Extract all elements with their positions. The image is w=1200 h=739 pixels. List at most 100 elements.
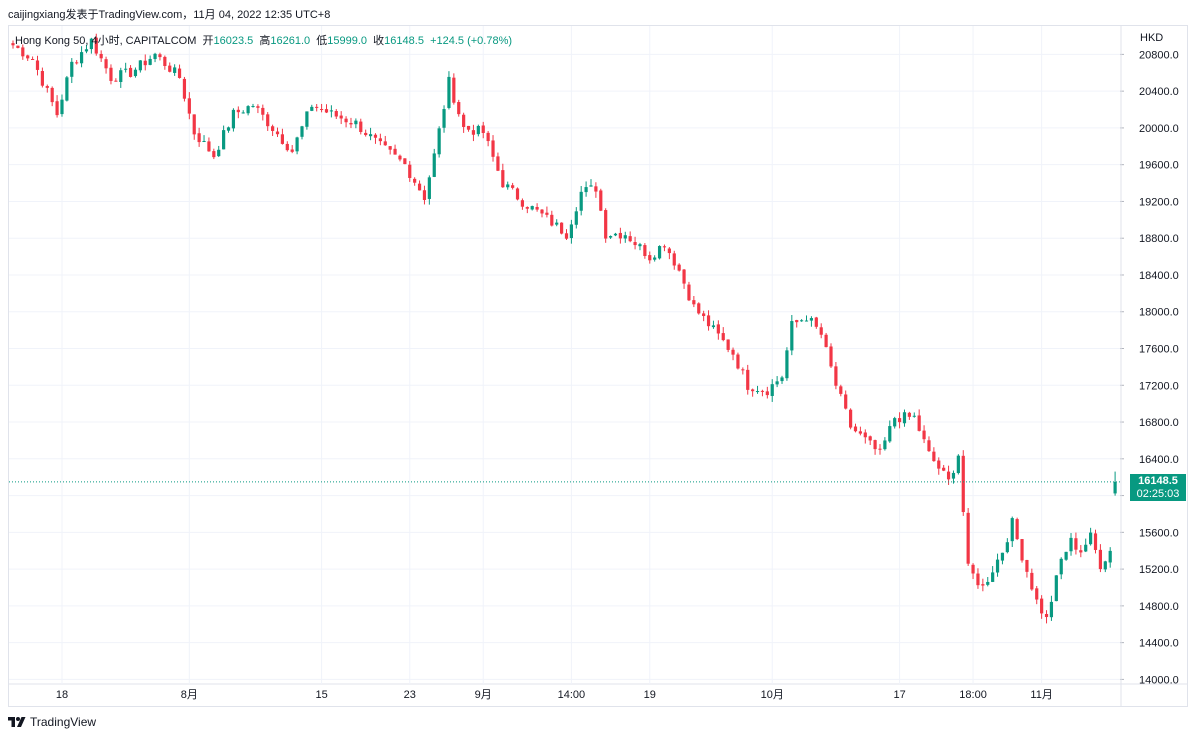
candle-body <box>662 246 667 248</box>
brand-name: TradingView <box>30 715 97 729</box>
candle-body <box>834 366 838 386</box>
y-tick-label: 15600.0 <box>1139 527 1179 539</box>
chart-frame[interactable] <box>8 25 1188 707</box>
candle-body <box>711 325 716 328</box>
candle-body <box>956 455 960 474</box>
candle-body <box>226 127 231 131</box>
open-value: 16023.5 <box>213 35 254 47</box>
candle-body <box>26 55 30 59</box>
candle-body <box>75 62 79 64</box>
candle-body <box>1000 552 1005 561</box>
candle-body <box>765 391 769 396</box>
candle-body <box>158 54 162 58</box>
candle-body <box>657 246 662 259</box>
last-price-value: 16148.5 <box>1138 474 1178 487</box>
y-tick-label: 18800.0 <box>1139 233 1179 245</box>
candle-body <box>300 126 304 137</box>
candle-body <box>873 440 877 450</box>
candle-body <box>1093 533 1098 550</box>
candle-body <box>883 440 887 450</box>
candle-body <box>1079 550 1083 553</box>
candle-body <box>1015 519 1019 540</box>
candle-body <box>393 148 397 155</box>
candle-body <box>486 132 490 142</box>
candle-body <box>991 572 995 582</box>
candle-body <box>94 37 98 54</box>
y-tick-label: 19600.0 <box>1139 160 1179 172</box>
candle-body <box>462 114 466 127</box>
candle-body <box>192 114 196 135</box>
close-label: 收 <box>373 35 385 47</box>
candle-body <box>579 191 583 211</box>
candle-body <box>1049 601 1054 618</box>
x-tick-label: 23 <box>404 689 416 701</box>
candle-body <box>280 134 285 144</box>
candle-body <box>682 269 686 284</box>
candle-body <box>45 86 49 88</box>
candle-body <box>202 140 206 142</box>
y-tick-label: 16800.0 <box>1139 417 1179 429</box>
candle-body <box>702 313 706 317</box>
candle-body <box>878 448 882 450</box>
candle-body <box>368 134 373 137</box>
candle-body <box>1059 558 1063 575</box>
candle-body <box>1108 550 1112 563</box>
candle-body <box>961 455 965 513</box>
candle-body <box>119 70 123 82</box>
y-tick-label: 16400.0 <box>1139 454 1179 466</box>
candle-body <box>359 121 363 132</box>
candle-body <box>197 133 201 143</box>
candle-body <box>594 186 598 192</box>
candle-body <box>222 130 226 150</box>
candle-body <box>995 559 1000 573</box>
tradingview-brand[interactable]: TradingView <box>8 715 96 729</box>
candle-body <box>1044 613 1049 618</box>
candle-body <box>608 236 613 238</box>
candle-body <box>408 164 412 178</box>
candle-body <box>1005 542 1009 553</box>
candle-body <box>11 43 15 46</box>
candle-body <box>21 47 25 57</box>
candle-body <box>16 45 20 48</box>
candle-body <box>89 38 93 50</box>
candle-body <box>1040 598 1044 614</box>
candle-body <box>746 369 750 390</box>
candle-body <box>932 451 936 462</box>
candle-body <box>511 185 515 188</box>
x-tick-label: 11月 <box>1030 689 1052 701</box>
candle-body <box>354 120 358 125</box>
x-tick-label: 9月 <box>475 689 492 701</box>
candle-body <box>550 214 554 226</box>
candle-body <box>476 125 480 135</box>
candle-body <box>589 185 593 187</box>
candle-body <box>844 394 848 409</box>
x-tick-label: 15 <box>315 689 327 701</box>
y-tick-label: 18000.0 <box>1139 307 1179 319</box>
candle-body <box>667 248 671 254</box>
candle-body <box>30 58 35 60</box>
candle-body <box>927 440 931 452</box>
candle-body <box>677 264 681 271</box>
candle-body <box>716 324 720 334</box>
candle-body <box>638 244 642 247</box>
candle-body <box>388 146 392 150</box>
candle-body <box>755 391 760 393</box>
x-tick-label: 19 <box>644 689 656 701</box>
candle-body <box>207 141 211 152</box>
candle-body <box>60 99 64 115</box>
y-tick-label: 20400.0 <box>1139 86 1179 98</box>
candle-body <box>829 346 833 367</box>
candle-body <box>804 320 809 322</box>
candle-body <box>79 52 84 64</box>
candle-body <box>271 126 275 131</box>
candle-body <box>70 61 74 77</box>
candle-body <box>1030 572 1034 590</box>
candle-body <box>295 137 299 152</box>
symbol-label: Hong Kong 50, 4小时, CAPITALCOM <box>15 35 197 47</box>
candle-body <box>917 415 921 431</box>
y-tick-label: 14000.0 <box>1139 674 1179 686</box>
candle-body <box>535 206 539 210</box>
candle-body <box>153 53 157 60</box>
candle-body <box>1069 537 1073 552</box>
